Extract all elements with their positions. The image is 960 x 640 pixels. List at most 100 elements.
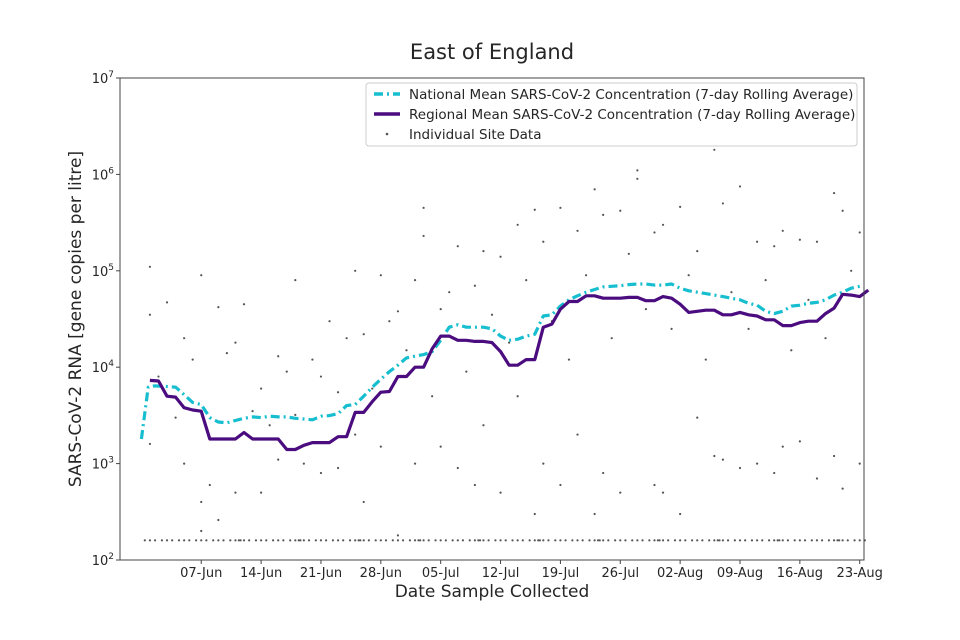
site-point (559, 206, 562, 209)
site-point (858, 462, 861, 465)
site-point (419, 539, 422, 542)
site-point (786, 539, 789, 542)
site-point (456, 245, 459, 248)
site-point (157, 375, 160, 378)
site-point (478, 539, 482, 542)
site-point (285, 370, 288, 373)
site-point (302, 539, 305, 542)
site-point (827, 539, 831, 542)
site-point (832, 191, 836, 195)
site-point (838, 539, 841, 542)
site-point (538, 539, 541, 542)
plot-frame (119, 77, 865, 561)
site-point (554, 539, 557, 542)
site-point (367, 539, 370, 542)
site-point (656, 539, 660, 542)
site-point (738, 539, 742, 542)
site-point (841, 539, 844, 542)
site-point (733, 539, 736, 542)
site-point (716, 539, 719, 542)
site-point (165, 539, 169, 542)
site-point (631, 539, 634, 542)
site-point (781, 445, 784, 448)
site-point (807, 298, 810, 301)
site-point (200, 539, 203, 542)
site-point (598, 539, 601, 542)
site-point (354, 539, 357, 542)
site-point (251, 410, 254, 413)
site-point (627, 252, 630, 255)
site-point (542, 462, 545, 465)
site-point (234, 491, 237, 494)
site-point (593, 539, 596, 542)
legend-label-sites: Individual Site Data (409, 127, 541, 143)
site-point (790, 349, 793, 352)
site-point (721, 458, 724, 461)
site-point (299, 539, 302, 542)
site-point (542, 240, 545, 243)
site-point (747, 327, 750, 330)
site-point (297, 539, 300, 542)
site-point (576, 229, 579, 232)
site-point (721, 202, 724, 205)
site-point (679, 205, 682, 209)
site-point (439, 308, 442, 311)
site-point (832, 454, 836, 458)
site-point (177, 539, 181, 542)
site-point (451, 539, 454, 542)
site-point (810, 539, 813, 542)
site-point (653, 483, 656, 487)
site-point (610, 337, 613, 340)
y-tick-label: 103 (92, 456, 114, 473)
site-point (153, 539, 157, 542)
site-point (229, 539, 232, 542)
site-point (624, 539, 627, 542)
site-point (482, 424, 485, 427)
site-point (362, 333, 365, 336)
site-point (567, 358, 571, 361)
site-point (384, 539, 388, 542)
site-point (619, 209, 622, 212)
site-point (820, 539, 824, 542)
site-point (456, 466, 459, 470)
site-point (516, 395, 519, 398)
site-point (408, 539, 412, 542)
y-tick-label: 105 (92, 263, 114, 280)
site-point (307, 539, 311, 542)
site-point (516, 539, 519, 542)
site-point (533, 539, 536, 542)
site-point (673, 539, 677, 542)
site-point (359, 539, 362, 542)
site-point (798, 440, 801, 443)
site-point (528, 539, 531, 542)
site-point (756, 462, 759, 465)
x-tick-label: 09-Aug (717, 566, 763, 581)
site-point (465, 370, 468, 373)
x-tick-label: 05-Jul (422, 566, 460, 581)
site-point (439, 445, 442, 448)
site-point (336, 539, 340, 542)
site-point (581, 539, 584, 542)
site-point (588, 539, 591, 542)
site-point (205, 539, 208, 542)
site-point (456, 539, 459, 542)
site-point (260, 387, 263, 390)
site-point (778, 539, 781, 542)
site-point (696, 416, 699, 419)
site-point (143, 539, 146, 542)
site-point (200, 529, 203, 533)
site-point (277, 458, 280, 461)
site-point (596, 539, 600, 542)
site-point (750, 539, 754, 542)
site-point (396, 539, 400, 542)
site-point (311, 358, 314, 361)
legend-label-regional: Regional Mean SARS-CoV-2 Concentration (… (409, 107, 855, 123)
site-point (721, 539, 724, 542)
site-point (191, 358, 194, 361)
site-point (533, 512, 536, 516)
site-point (798, 539, 801, 542)
site-point (222, 539, 225, 542)
site-point (658, 539, 661, 542)
site-point (482, 539, 485, 542)
